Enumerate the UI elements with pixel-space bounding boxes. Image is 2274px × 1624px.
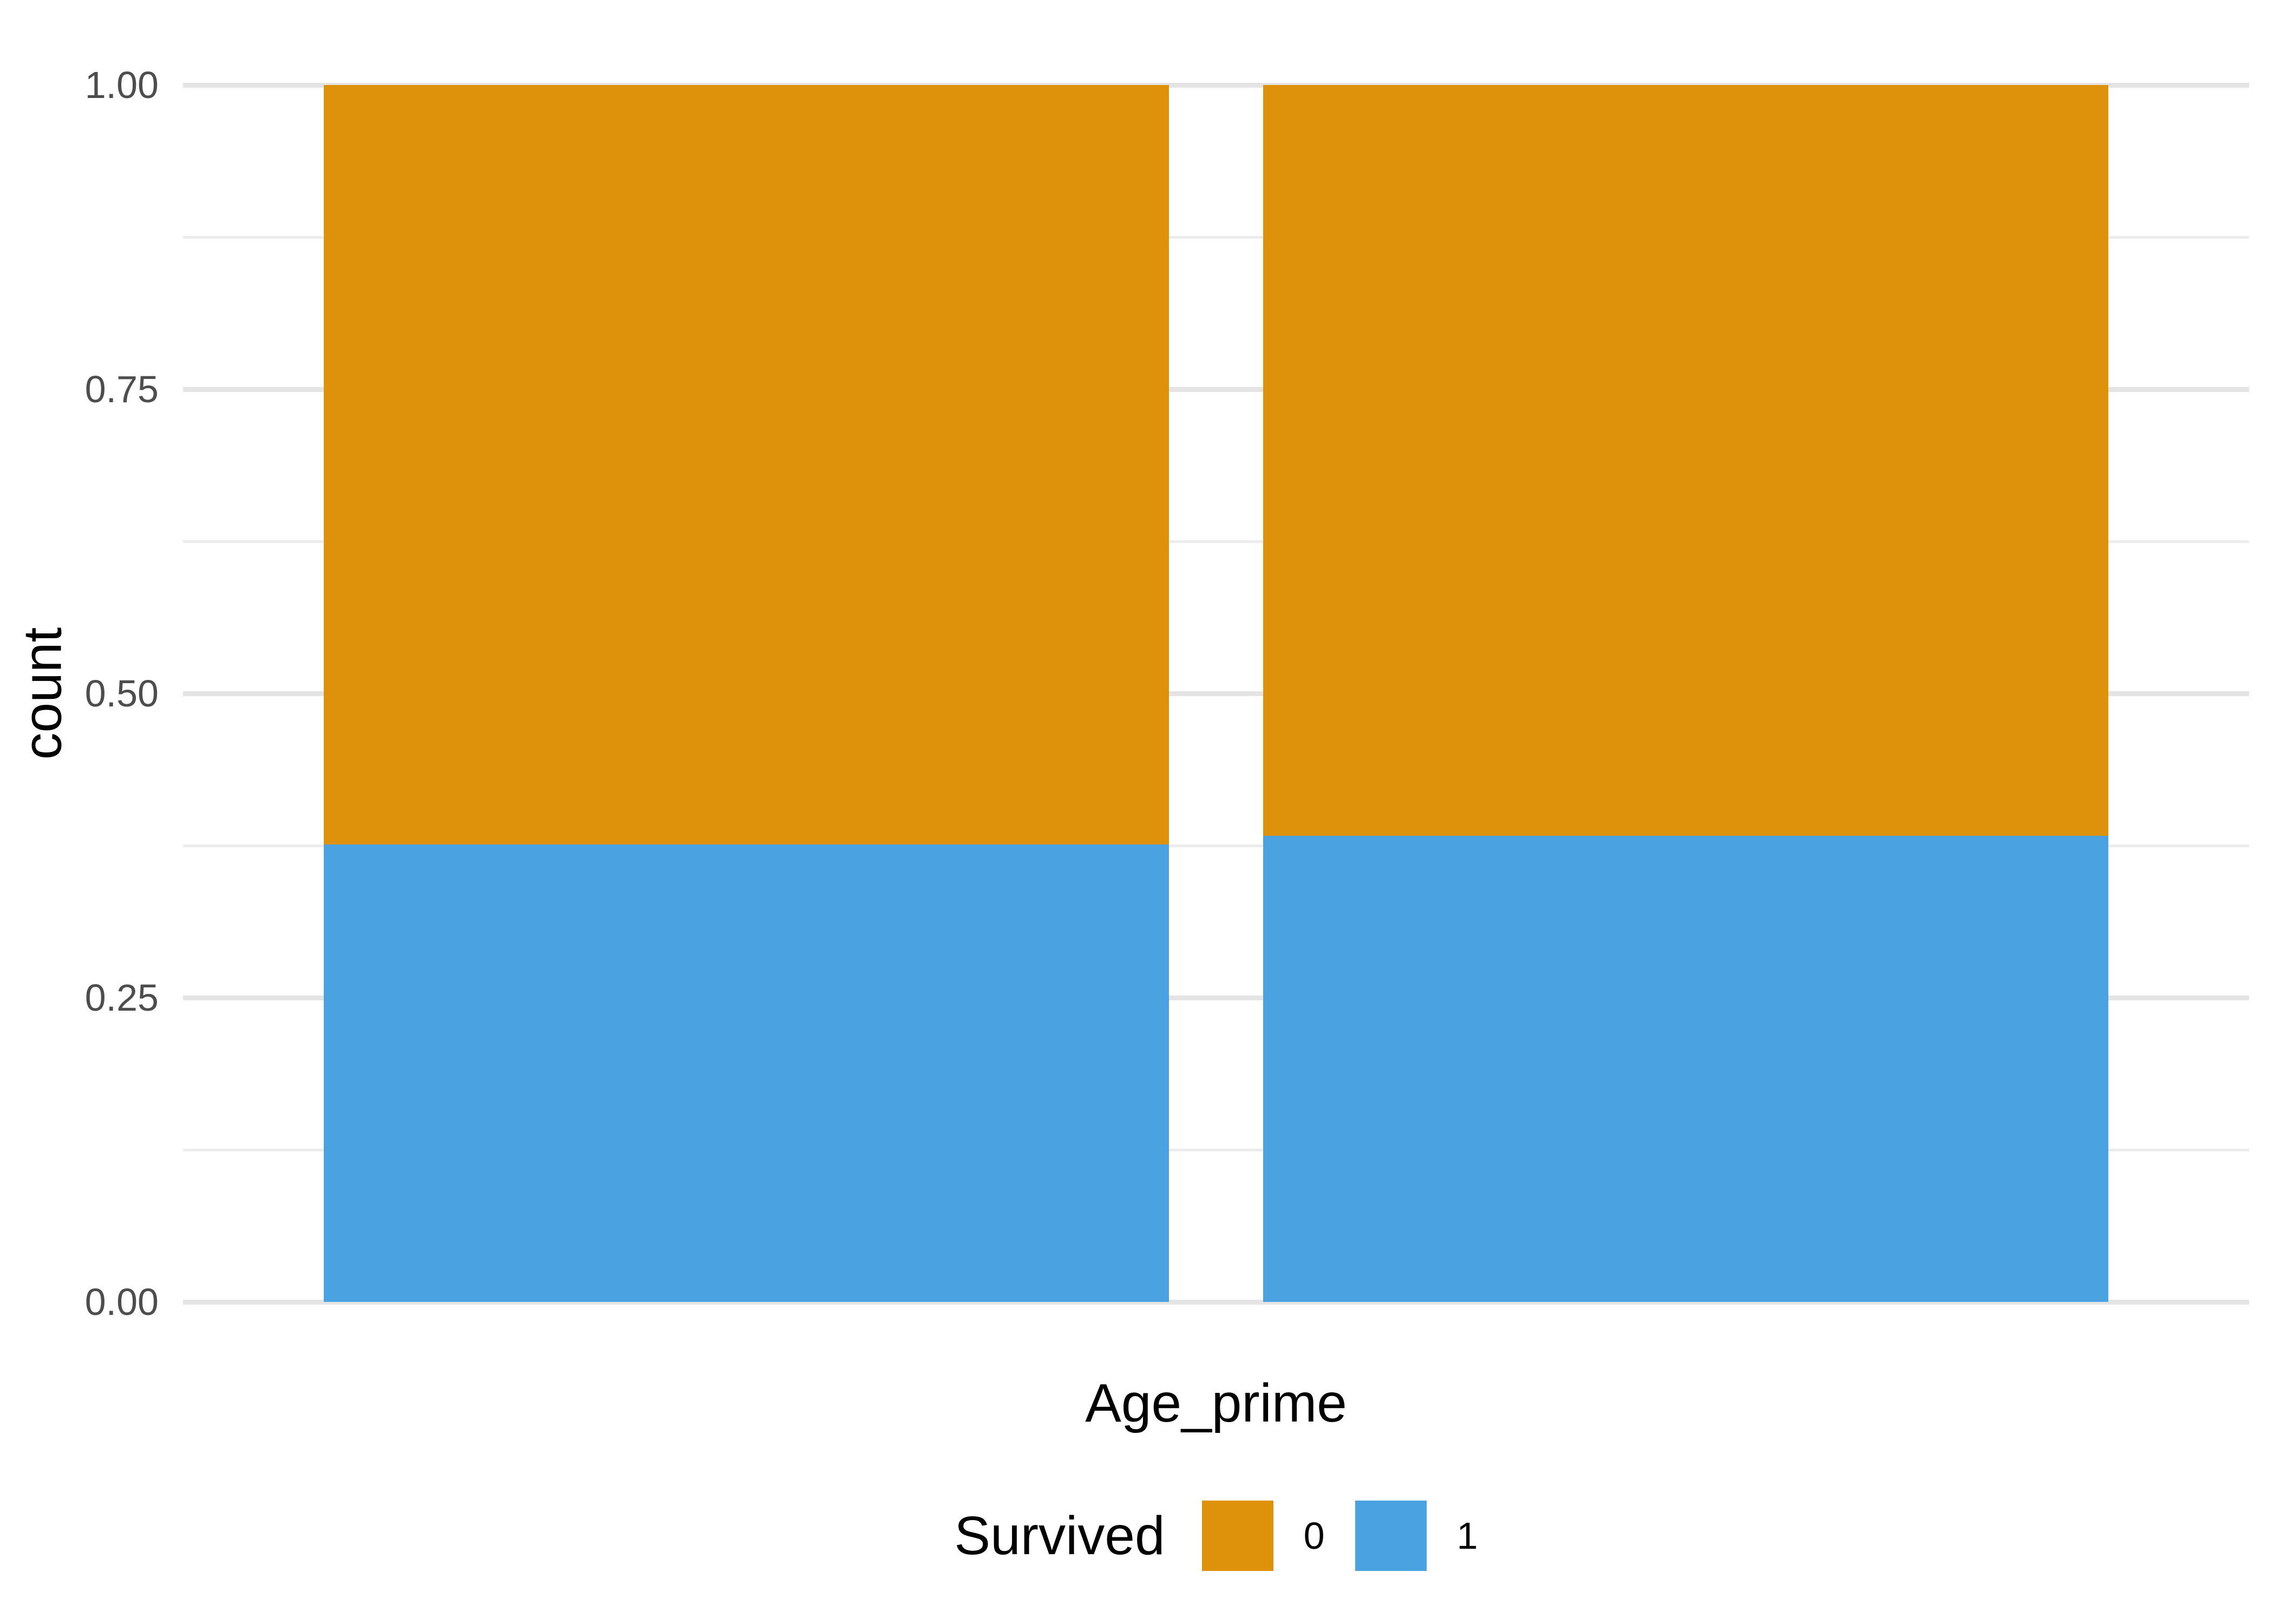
y-tick-label: 1.00 xyxy=(84,64,159,106)
legend-label-survived-1: 1 xyxy=(1456,1515,1478,1557)
y-major-gridline xyxy=(183,996,2249,1000)
legend-swatch-survived-1 xyxy=(1355,1501,1427,1571)
y-major-gridline xyxy=(183,1300,2249,1305)
segment-survived-0 xyxy=(1263,85,2109,836)
y-axis-tick-labels: 0.00 0.25 0.50 0.75 1.00 xyxy=(0,0,159,1624)
bar-age-prime-0 xyxy=(323,85,1169,1302)
legend-item-survived-0: 0 xyxy=(1201,1501,1325,1571)
legend-item-survived-1: 1 xyxy=(1355,1501,1478,1571)
y-tick-label: 0.25 xyxy=(84,977,159,1019)
y-minor-gridline xyxy=(183,844,2249,847)
segment-survived-1 xyxy=(323,844,1169,1302)
segment-survived-0 xyxy=(323,85,1169,844)
y-major-gridline xyxy=(183,691,2249,696)
y-major-gridline xyxy=(183,387,2249,392)
y-tick-label: 0.00 xyxy=(84,1281,159,1323)
y-major-gridline xyxy=(183,83,2249,88)
segment-survived-1 xyxy=(1263,836,2109,1302)
y-tick-label: 0.75 xyxy=(84,368,159,410)
legend: Survived 0 1 xyxy=(183,1495,2249,1576)
plot-panel xyxy=(183,83,2249,1305)
bar-age-prime-1 xyxy=(1263,85,2109,1302)
legend-label-survived-0: 0 xyxy=(1303,1515,1325,1557)
y-minor-gridline xyxy=(183,236,2249,239)
y-minor-gridline xyxy=(183,1149,2249,1151)
y-minor-gridline xyxy=(183,540,2249,543)
legend-swatch-survived-0 xyxy=(1201,1501,1273,1571)
legend-title: Survived xyxy=(954,1505,1165,1566)
y-tick-label: 0.50 xyxy=(84,672,159,715)
x-axis-title: Age_prime xyxy=(1085,1373,1347,1433)
